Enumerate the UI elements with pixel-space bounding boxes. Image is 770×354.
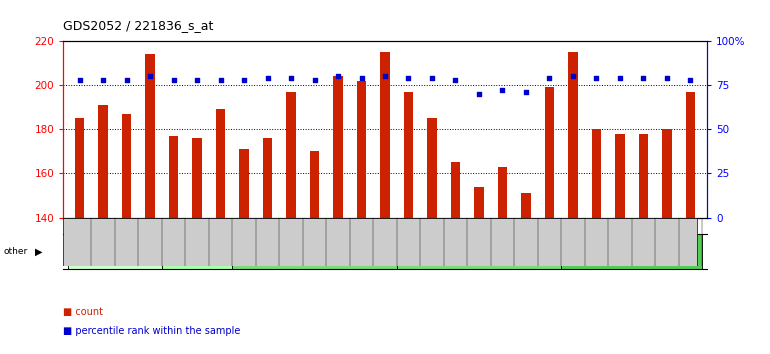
Point: [520, 89, 532, 95]
Bar: [99, 105, 108, 218]
Point: [332, 73, 344, 79]
Point: [214, 77, 226, 82]
Point: [308, 77, 320, 82]
Bar: [662, 129, 671, 218]
Point: [544, 75, 556, 81]
Point: [144, 73, 156, 79]
Text: early secretory
phase: early secretory phase: [168, 242, 226, 261]
Bar: [68, 234, 162, 269]
Bar: [169, 136, 179, 218]
Point: [355, 75, 367, 81]
Bar: [263, 138, 273, 218]
Bar: [310, 152, 320, 218]
Point: [567, 73, 579, 79]
Bar: [192, 138, 202, 218]
Bar: [450, 162, 460, 218]
Point: [238, 77, 250, 82]
Bar: [403, 92, 413, 218]
Bar: [216, 109, 226, 218]
Point: [97, 77, 109, 82]
Point: [285, 75, 297, 81]
Point: [685, 77, 697, 82]
Bar: [162, 234, 233, 269]
Point: [191, 77, 203, 82]
Bar: [686, 92, 695, 218]
Point: [167, 77, 179, 82]
Text: other: other: [4, 247, 28, 256]
Point: [450, 77, 462, 82]
Bar: [561, 234, 702, 269]
Point: [638, 75, 650, 81]
Text: ■ percentile rank within the sample: ■ percentile rank within the sample: [63, 326, 240, 336]
Bar: [380, 52, 390, 218]
Text: mid secretory phase: mid secretory phase: [276, 247, 353, 256]
Bar: [146, 54, 155, 218]
Text: GDS2052 / 221836_s_at: GDS2052 / 221836_s_at: [63, 19, 213, 32]
Point: [261, 75, 273, 81]
Point: [379, 73, 391, 79]
Text: ■ count: ■ count: [63, 307, 103, 317]
Bar: [615, 133, 624, 218]
Text: ambiguous phase: ambiguous phase: [598, 247, 666, 256]
Bar: [239, 149, 249, 218]
Point: [614, 75, 626, 81]
Bar: [497, 167, 507, 218]
Point: [426, 75, 438, 81]
Bar: [427, 118, 437, 218]
Bar: [333, 76, 343, 218]
Bar: [591, 129, 601, 218]
Text: late secretory phase: late secretory phase: [440, 247, 518, 256]
Bar: [397, 234, 561, 269]
Bar: [639, 133, 648, 218]
Point: [120, 77, 132, 82]
Bar: [521, 193, 531, 218]
Bar: [568, 52, 578, 218]
Point: [403, 75, 415, 81]
Text: ▶: ▶: [35, 246, 42, 256]
Bar: [544, 87, 554, 218]
Bar: [233, 234, 397, 269]
Bar: [474, 187, 484, 218]
Bar: [75, 118, 84, 218]
Point: [661, 75, 673, 81]
Bar: [357, 80, 367, 218]
Text: proliferative phase: proliferative phase: [79, 247, 151, 256]
Point: [73, 77, 85, 82]
Bar: [286, 92, 296, 218]
Point: [591, 75, 603, 81]
Bar: [122, 114, 131, 218]
Point: [497, 87, 509, 93]
Point: [473, 91, 485, 97]
